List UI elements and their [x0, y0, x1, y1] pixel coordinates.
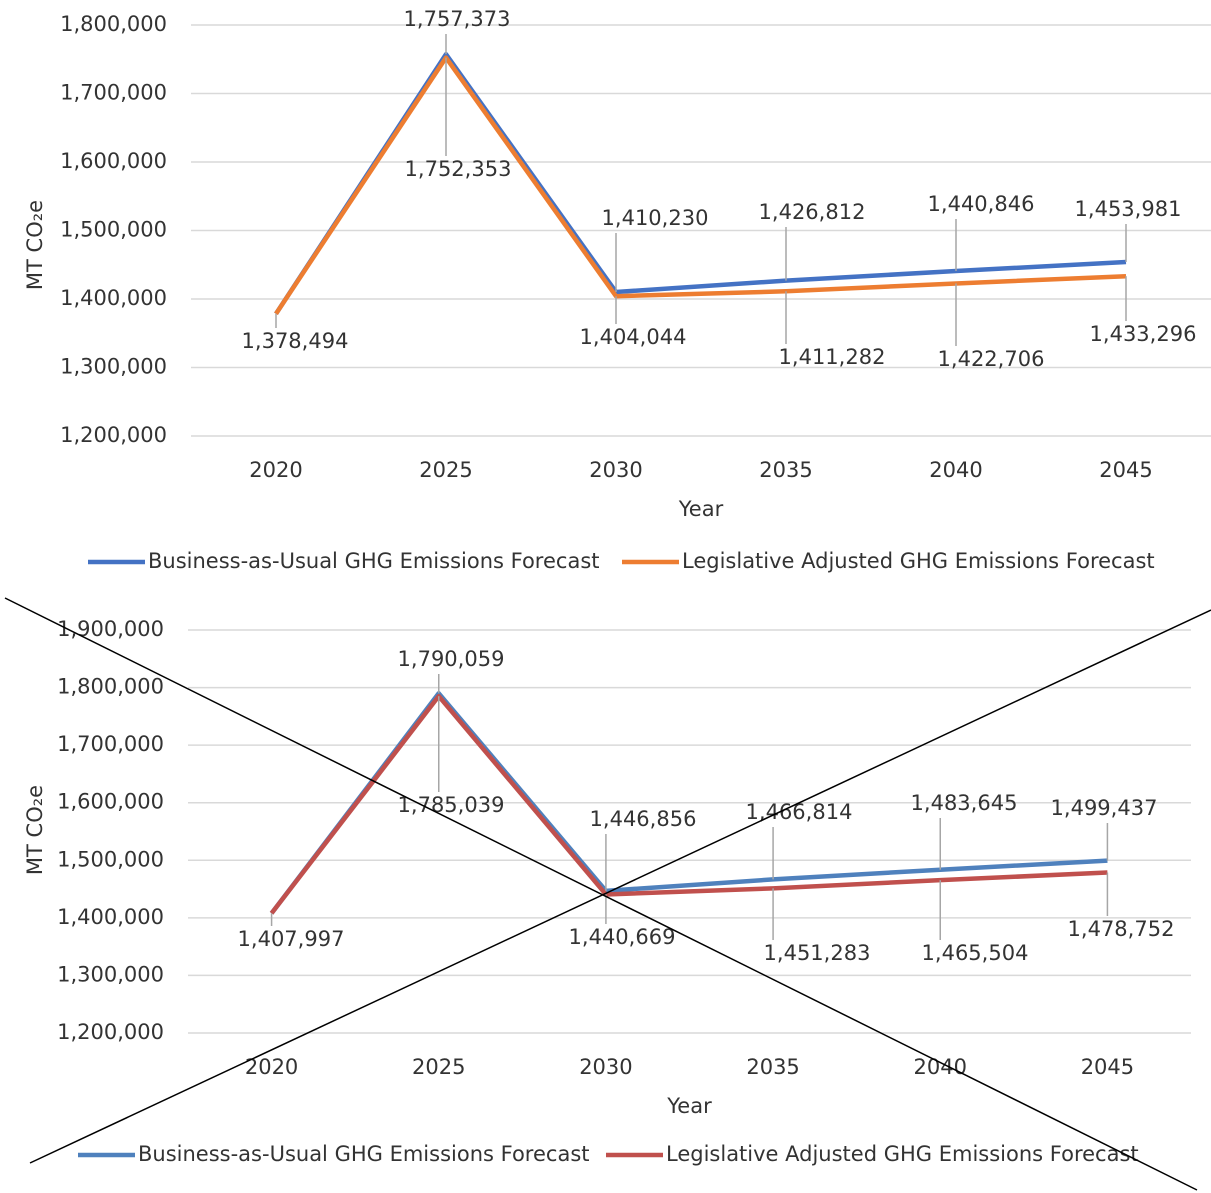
- x-tick-label: 2045: [1099, 458, 1152, 482]
- y-tick-label: 1,500,000: [60, 218, 167, 242]
- data-label: 1,411,282: [779, 345, 886, 369]
- data-label: 1,410,230: [602, 206, 709, 230]
- legend-label: Legislative Adjusted GHG Emissions Forec…: [682, 549, 1155, 573]
- data-label: 1,378,494: [242, 329, 349, 353]
- data-label: 1,785,039: [398, 793, 505, 817]
- y-tick-label: 1,900,000: [57, 617, 164, 641]
- legend-label: Business-as-Usual GHG Emissions Forecast: [148, 549, 600, 573]
- x-tick-label: 2045: [1081, 1055, 1134, 1079]
- data-label: 1,433,296: [1090, 322, 1197, 346]
- cross-line: [29, 609, 1211, 1164]
- data-label: 1,483,645: [911, 791, 1018, 815]
- data-label: 1,752,353: [405, 157, 512, 181]
- y-tick-label: 1,500,000: [57, 847, 164, 871]
- x-axis-label: Year: [666, 1094, 712, 1118]
- x-tick-label: 2035: [746, 1055, 799, 1079]
- charts: 1,200,000 1,300,000 1,400,000 1,500,000 1,60…: [23, 7, 1211, 1166]
- data-label: 1,790,059: [398, 647, 505, 671]
- y-tick-label: 1,700,000: [57, 732, 164, 756]
- data-label: 1,422,706: [938, 347, 1045, 371]
- series-line: [269, 693, 1108, 915]
- x-tick-label: 2040: [929, 458, 982, 482]
- x-tick-label: 2030: [589, 458, 642, 482]
- series-line: [274, 55, 1127, 315]
- data-label: 1,426,812: [759, 200, 866, 224]
- x-axis-label: Year: [678, 497, 724, 521]
- y-tick-label: 1,200,000: [60, 423, 167, 447]
- y-tick-label: 1,300,000: [57, 962, 164, 986]
- x-tick-label: 2035: [759, 458, 812, 482]
- x-tick-label: 2040: [914, 1055, 967, 1079]
- legend-label: Business-as-Usual GHG Emissions Forecast: [138, 1142, 590, 1166]
- data-label: 1,404,044: [580, 325, 687, 349]
- data-label: 1,440,669: [569, 925, 676, 949]
- data-label: 1,453,981: [1075, 197, 1182, 221]
- y-axis-label: MT CO₂e: [23, 785, 47, 875]
- y-tick-label: 1,600,000: [57, 790, 164, 814]
- y-axis-label: MT CO₂e: [23, 200, 47, 290]
- y-tick-label: 1,800,000: [57, 675, 164, 699]
- x-tick-label: 2025: [412, 1055, 465, 1079]
- data-label: 1,407,997: [238, 927, 345, 951]
- x-tick-label: 2025: [419, 458, 472, 482]
- y-tick-label: 1,600,000: [60, 149, 167, 173]
- data-label: 1,465,504: [922, 941, 1029, 965]
- y-tick-label: 1,400,000: [57, 905, 164, 929]
- y-tick-label: 1,300,000: [60, 355, 167, 379]
- data-label: 1,757,373: [404, 7, 511, 31]
- cross-line: [4, 597, 1198, 1191]
- x-tick-label: 2020: [249, 458, 302, 482]
- y-tick-label: 1,200,000: [57, 1020, 164, 1044]
- x-tick-label: 2030: [579, 1055, 632, 1079]
- data-label: 1,451,283: [764, 941, 871, 965]
- data-label: 1,440,846: [928, 192, 1035, 216]
- y-tick-label: 1,700,000: [60, 81, 167, 105]
- y-tick-label: 1,800,000: [60, 12, 167, 36]
- data-label: 1,499,437: [1051, 796, 1158, 820]
- data-label: 1,446,856: [590, 807, 697, 831]
- data-label: 1,478,752: [1068, 917, 1175, 941]
- legend-label: Legislative Adjusted GHG Emissions Forec…: [666, 1142, 1139, 1166]
- y-tick-label: 1,400,000: [60, 286, 167, 310]
